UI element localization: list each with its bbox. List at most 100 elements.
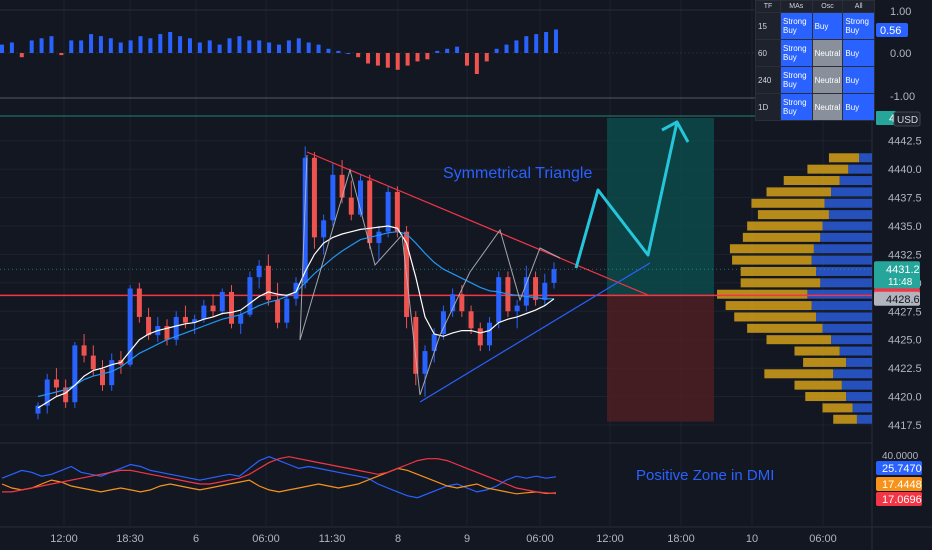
volume-profile-buy-bar	[783, 176, 840, 186]
oscillator-bar	[415, 53, 420, 62]
price-axis[interactable]: 4442.54440.04437.54435.04432.54430.04427…	[874, 6, 922, 506]
candle-body	[542, 282, 548, 300]
candle-body	[146, 316, 152, 336]
oscillator-bar	[257, 40, 262, 53]
table-row: 15 Strong Buy Buy Strong Buy	[755, 12, 875, 40]
volume-profile-buy-bar	[805, 392, 847, 402]
volume-profile-buy-bar	[740, 278, 821, 288]
dmi-value-badge	[876, 477, 922, 491]
price-tick: 4417.5	[888, 420, 922, 432]
oscillator-bar	[455, 46, 460, 53]
cell-osc: Neutral	[811, 66, 844, 94]
oscillator-value-badge	[876, 23, 908, 37]
volume-profile-buy-bar	[732, 255, 812, 265]
top-price-badge	[876, 111, 896, 125]
volume-profile-buy-bar	[734, 312, 817, 322]
time-tick: 8	[395, 533, 401, 545]
price-tick: 4435.0	[888, 221, 922, 233]
price-tick: 4425.0	[888, 335, 922, 347]
candle-body	[468, 311, 474, 329]
volume-profile-sell-bar	[816, 312, 872, 322]
volume-profile-buy-bar	[764, 369, 834, 379]
dmi-label: Positive Zone in DMI	[636, 467, 774, 484]
price-pane[interactable]	[0, 104, 872, 424]
candle-body	[551, 269, 557, 283]
ma-price-badge	[874, 291, 920, 306]
sma-line	[37, 225, 555, 409]
candle-body	[533, 277, 539, 300]
oscillator-bar	[197, 42, 202, 53]
oscillator-bar	[474, 53, 479, 74]
candle-body	[431, 334, 437, 352]
volume-profile-buy-bar	[807, 164, 849, 174]
time-tick: 06:00	[526, 533, 554, 545]
ma-price: 4428.6	[886, 294, 920, 306]
price-tick: 4440.0	[888, 164, 922, 176]
oscillator-bar	[108, 38, 113, 53]
oscillator-bar	[237, 36, 242, 53]
oscillator-bar	[336, 50, 341, 53]
volume-profile-sell-bar	[824, 198, 872, 208]
col-all: All	[842, 0, 875, 13]
volume-profile-buy-bar	[766, 187, 832, 197]
time-axis[interactable]: 12:00 18:30 6 06:00 11:30 8 9 06:00 12:00 18:00 10…	[50, 533, 837, 545]
oscillator-bar	[544, 32, 549, 53]
oscillator-bar	[217, 44, 222, 53]
oscillator-tick: 0.00	[890, 48, 911, 60]
volume-profile-buy-bar	[828, 153, 860, 163]
candle-body	[523, 277, 529, 306]
time-tick: 11:30	[319, 533, 346, 545]
candle-body	[487, 322, 492, 346]
oscillator-bar	[306, 42, 311, 53]
candle-body	[358, 180, 363, 215]
target-zone	[607, 118, 714, 296]
volume-profile-sell-bar	[813, 244, 872, 254]
oscillator-bar	[405, 53, 410, 66]
oscillator-bar	[9, 42, 14, 53]
volume-profile-buy-bar	[794, 346, 840, 356]
dmi-value: 17.4448	[882, 479, 922, 491]
dmi-line-1	[1, 467, 557, 495]
cell-tf: 240	[755, 66, 781, 94]
volume-profile-buy-bar	[794, 380, 842, 390]
oscillator-value: 0.56	[880, 25, 901, 37]
candle-body	[247, 277, 253, 315]
oscillator-bar	[395, 53, 400, 70]
volume-profile-buy-bar	[747, 323, 823, 333]
volume-profile-buy-bar	[766, 335, 832, 345]
oscillator-bar	[138, 36, 143, 53]
oscillator-bar	[277, 44, 281, 53]
candle-body	[81, 345, 87, 356]
candle-body	[35, 405, 41, 414]
table-row: 60 Strong Buy Neutral Buy	[755, 39, 875, 67]
candle-body	[192, 319, 198, 323]
oscillator-bar	[118, 42, 123, 53]
candle-body	[275, 299, 281, 323]
price-tick: 4437.5	[888, 193, 922, 205]
cell-mas: Strong Buy	[780, 39, 813, 67]
volume-profile-sell-bar	[811, 255, 872, 265]
cell-all: Strong Buy	[842, 12, 875, 40]
candle-body	[422, 351, 428, 374]
triangle-upper-trendline	[306, 151, 649, 296]
candle-body	[284, 298, 290, 323]
candle-body	[256, 265, 262, 278]
candle-body	[53, 379, 59, 388]
candle-body	[136, 288, 142, 317]
table-header-row: TF MAs Osc All	[755, 0, 875, 13]
cell-mas: Strong Buy	[780, 66, 813, 94]
oscillator-bar	[59, 53, 64, 56]
time-tick: 9	[464, 533, 470, 545]
cell-all: Buy	[842, 93, 875, 121]
time-tick: 12:00	[50, 533, 78, 545]
cell-osc: Neutral	[811, 39, 844, 67]
volume-profile-sell-bar	[822, 323, 872, 333]
candle-body	[348, 197, 354, 215]
dmi-line-2	[2, 456, 557, 495]
price-tick: 4427.5	[888, 306, 922, 318]
oscillator-bar	[178, 36, 183, 53]
oscillator-bar	[484, 53, 489, 62]
dmi-tick: 40.0000	[882, 451, 919, 462]
candle-body	[72, 345, 78, 403]
candle-body	[330, 174, 336, 221]
